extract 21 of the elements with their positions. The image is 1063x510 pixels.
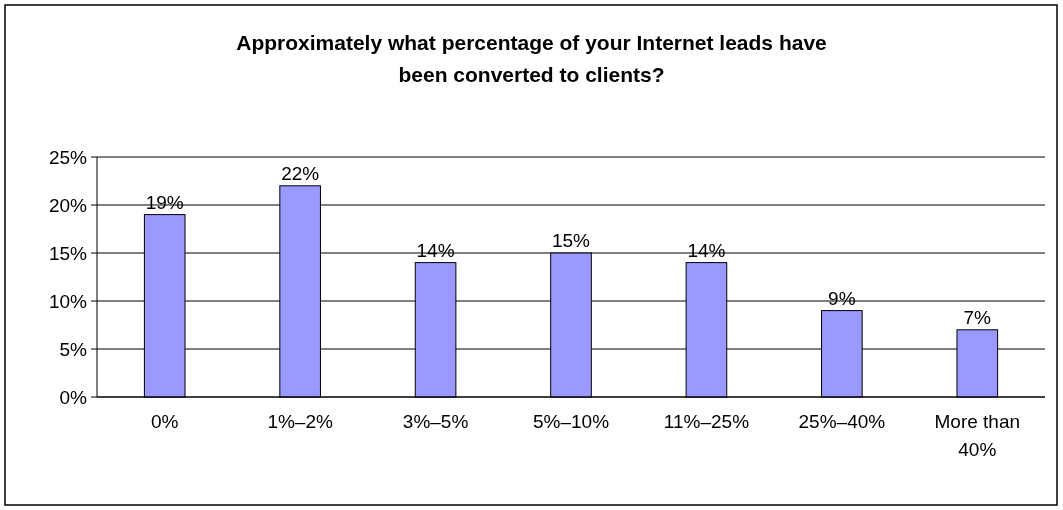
y-tick-label: 10% (48, 290, 88, 312)
x-tick-label: 3%–5% (402, 411, 469, 432)
data-label: 22% (281, 162, 320, 184)
y-tick-label: 5% (59, 338, 88, 360)
data-label: 9% (828, 287, 856, 309)
chart-title: Approximately what percentage of your Internet leads have been converted to clients? (236, 31, 827, 86)
data-label: 15% (551, 230, 591, 251)
x-tick-label: 11%–25% (663, 411, 750, 432)
x-tick-label: 25%–40% (798, 411, 886, 432)
data-label: 14% (416, 239, 455, 261)
x-tick-label: 5%–10% (532, 411, 610, 432)
y-tick-label: 0% (59, 386, 88, 408)
y-tick-label: 15% (48, 242, 88, 264)
x-tick-label: More than 40% (934, 411, 1021, 460)
data-label: 14% (687, 239, 726, 261)
data-label: 19% (145, 191, 184, 213)
x-tick-label: 1%–2% (267, 411, 333, 432)
y-tick-label: 20% (48, 194, 88, 216)
data-label: 7% (963, 306, 992, 328)
y-tick-label: 25% (48, 146, 88, 168)
x-tick-label: 0% (150, 411, 179, 432)
